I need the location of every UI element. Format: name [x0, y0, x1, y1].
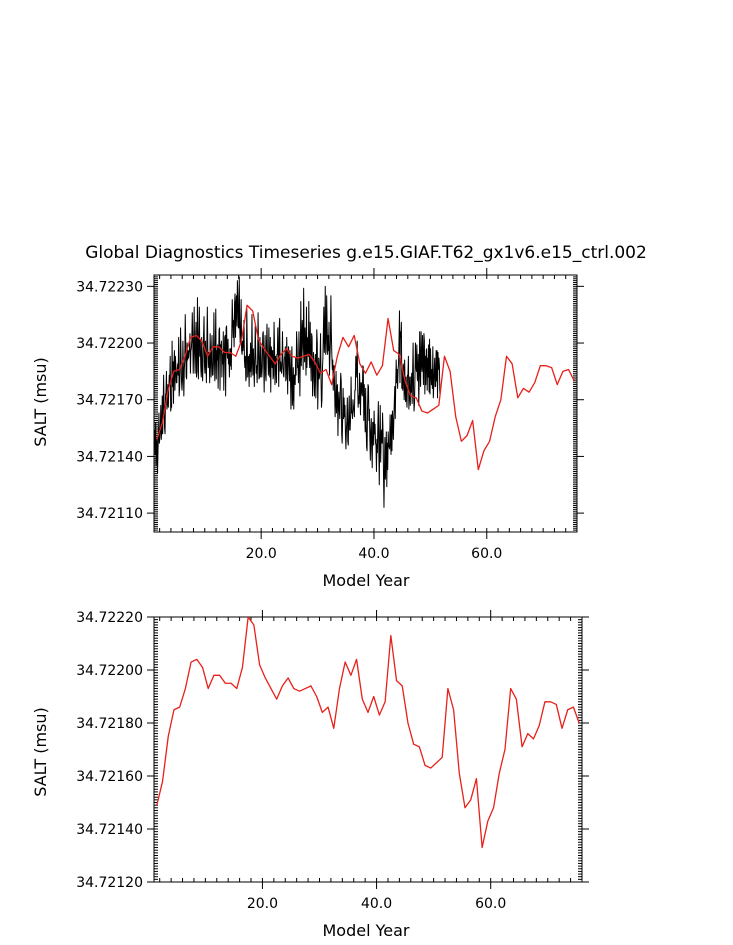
bottom-x-tick-label: 20.0: [247, 896, 278, 912]
top-y-tick-label: 34.72140: [76, 449, 143, 465]
bottom-x-tick-label: 60.0: [475, 896, 506, 912]
bottom-plot-frame: [153, 616, 583, 883]
top-x-tick-label: 40.0: [358, 546, 389, 562]
top-series-monthly-line: [154, 276, 441, 508]
chart-title: Global Diagnostics Timeseries g.e15.GIAF…: [85, 243, 647, 263]
top-x-tick-label: 60.0: [471, 546, 502, 562]
top-y-axis-label: SALT (msu): [31, 357, 50, 447]
bottom-y-tick-label: 34.72120: [76, 875, 143, 891]
top-x-tick-label: 20.0: [246, 546, 277, 562]
bottom-series-annual-line: [156, 617, 580, 849]
bottom-y-tick-label: 34.72200: [76, 663, 143, 679]
bottom-y-tick-label: 34.72160: [76, 769, 143, 785]
top-y-tick-label: 34.72110: [76, 506, 143, 522]
bottom-y-axis-label: SALT (msu): [31, 707, 50, 797]
top-panel: SALT (msu) Model Year 34.72110 34.72140 34…: [31, 268, 584, 590]
bottom-x-tick-label: 40.0: [361, 896, 392, 912]
top-y-tick-label: 34.72170: [76, 393, 143, 409]
bottom-panel: SALT (msu) Model Year 34.72120 34.72140 34…: [31, 610, 589, 940]
bottom-y-tick-label: 34.72220: [76, 610, 143, 626]
bottom-y-tick-label: 34.72180: [76, 716, 143, 732]
top-y-tick-label: 34.72200: [76, 336, 143, 352]
bottom-x-axis-label: Model Year: [323, 921, 410, 940]
top-series-annual-line: [156, 304, 575, 471]
top-x-axis-label: Model Year: [323, 571, 410, 590]
top-y-tick-label: 34.72230: [76, 279, 143, 295]
bottom-y-tick-label: 34.72140: [76, 822, 143, 838]
